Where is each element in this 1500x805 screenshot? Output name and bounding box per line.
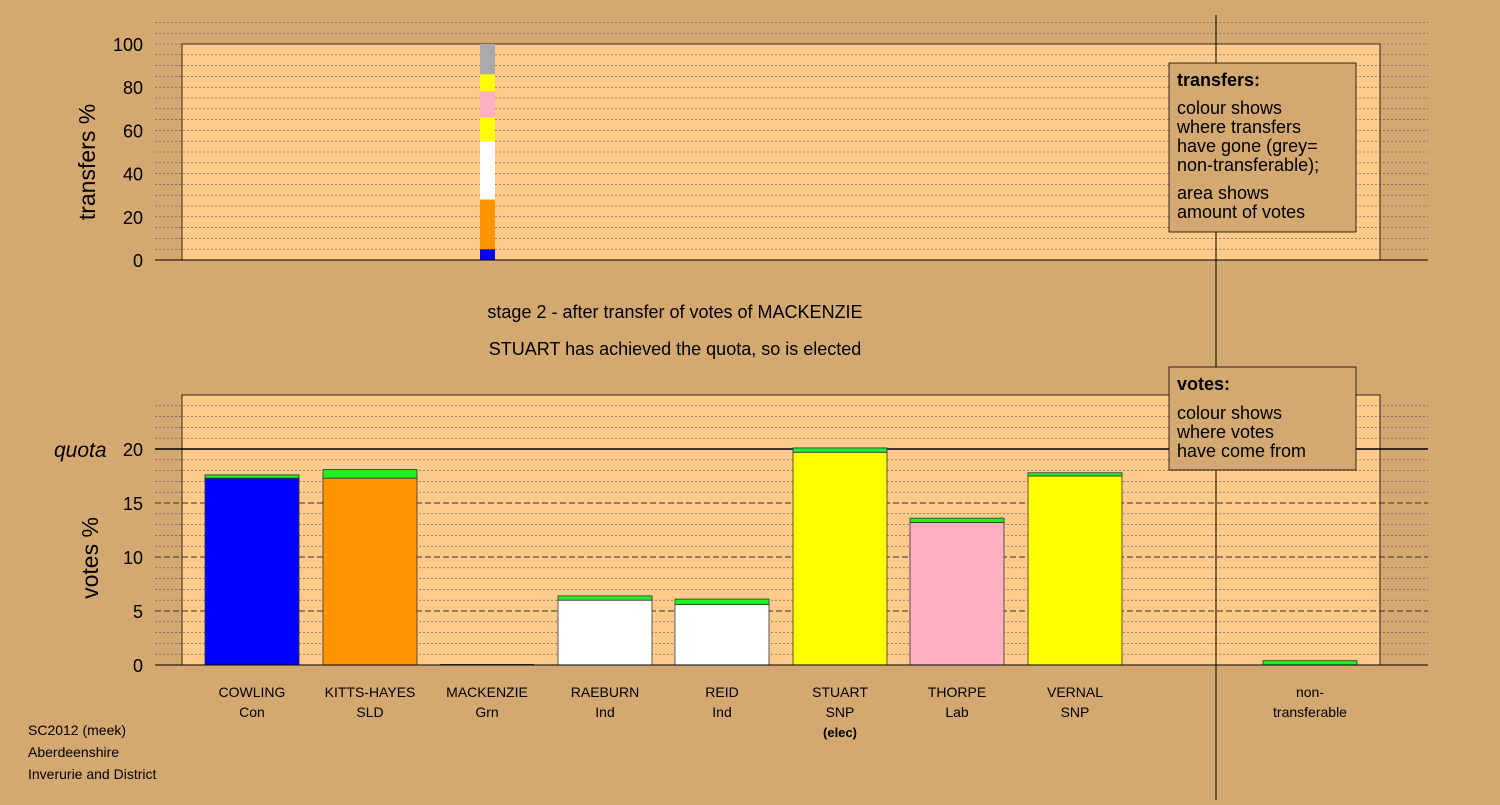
y-tick-label: 20	[123, 208, 143, 228]
transfers-bar	[480, 44, 495, 260]
transfers-legend-line: amount of votes	[1177, 202, 1305, 222]
votes-y-ticks: 0 5 10 15 20	[123, 440, 143, 676]
votes-legend-line: where votes	[1176, 422, 1274, 442]
candidate-label: Ind	[595, 704, 614, 720]
bar-transferred-votes	[1262, 660, 1358, 666]
bar-original-votes	[674, 604, 770, 666]
bar-original-votes	[909, 522, 1005, 666]
votes-legend-title: votes:	[1177, 374, 1230, 394]
votes-legend-box	[1168, 366, 1357, 471]
bar-transferred-votes	[792, 447, 888, 453]
candidate-label: (elec)	[823, 725, 857, 740]
y-tick-label: 20	[123, 440, 143, 460]
transfer-segment	[480, 44, 495, 75]
transfers-legend-line: have gone (grey=	[1177, 136, 1318, 156]
candidate-label: non-	[1296, 684, 1324, 700]
candidate-label: THORPE	[928, 684, 986, 700]
votes-bars	[204, 447, 1358, 666]
bar-raeburn	[557, 595, 653, 666]
transfer-segment	[480, 91, 495, 118]
candidate-label: Grn	[475, 704, 498, 720]
bar-original-votes	[204, 477, 300, 666]
y-tick-label: 15	[123, 494, 143, 514]
transfers-legend-line: area shows	[1177, 183, 1269, 203]
candidate-label: transferable	[1273, 704, 1347, 720]
stage-title: stage 2 - after transfer of votes of MAC…	[487, 302, 862, 322]
bar-reid	[674, 598, 770, 666]
transfer-segment	[480, 199, 495, 250]
bar-transferred-votes	[557, 595, 653, 601]
y-tick-label: 100	[113, 35, 143, 55]
transfers-y-ticks: 0 20 40 60 80 100	[113, 35, 143, 271]
transfer-segment	[480, 74, 495, 92]
transfers-legend-line: where transfers	[1176, 117, 1301, 137]
candidate-label: STUART	[812, 684, 868, 700]
candidate-label: VERNAL	[1047, 684, 1103, 700]
y-tick-label: 0	[133, 251, 143, 271]
y-tick-label: 80	[123, 78, 143, 98]
transfers-legend-box	[1168, 62, 1357, 233]
transfers-legend: transfers: colour shows where transfers …	[1168, 62, 1357, 233]
votes-chart: 0 5 10 15 20 quota votes % COWLING Con KITTS-H…	[54, 394, 1428, 740]
candidate-label: COWLING	[219, 684, 286, 700]
candidate-label: RAEBURN	[571, 684, 639, 700]
y-tick-label: 60	[123, 121, 143, 141]
candidate-label: MACKENZIE	[446, 684, 528, 700]
bar-kitts-hayes	[322, 469, 418, 666]
transfer-segment	[480, 117, 495, 142]
footer-line: Aberdeenshire	[28, 744, 119, 760]
bar-transferred-votes	[909, 517, 1005, 523]
candidate-label: Con	[239, 704, 265, 720]
y-tick-label: 10	[123, 548, 143, 568]
candidate-label: SNP	[826, 704, 855, 720]
stage-subtitle: STUART has achieved the quota, so is ele…	[489, 339, 862, 359]
transfers-y-axis-label: transfers %	[74, 104, 100, 220]
bar-thorpe	[909, 517, 1005, 666]
bar-original-votes	[322, 477, 418, 666]
votes-legend-line: colour shows	[1177, 403, 1282, 423]
transfer-segment	[480, 141, 495, 200]
y-tick-label: 0	[133, 656, 143, 676]
transfers-legend-line: colour shows	[1177, 98, 1282, 118]
bar-original-votes	[557, 599, 653, 666]
footer-line: Inverurie and District	[28, 766, 156, 782]
y-tick-label: 40	[123, 165, 143, 185]
bar-non-transferable	[1262, 660, 1358, 666]
transfers-legend-title: transfers:	[1177, 70, 1260, 90]
votes-legend-line: have come from	[1177, 441, 1306, 461]
candidate-label: SLD	[356, 704, 383, 720]
bar-transferred-votes	[322, 469, 418, 479]
bar-original-votes	[1027, 475, 1123, 666]
candidate-label: KITTS-HAYES	[325, 684, 416, 700]
bar-stuart	[792, 447, 888, 666]
candidate-label: Ind	[712, 704, 731, 720]
bar-transferred-votes	[1027, 472, 1123, 477]
candidate-label: SNP	[1061, 704, 1090, 720]
candidate-label: REID	[705, 684, 738, 700]
bar-cowling	[204, 474, 300, 666]
quota-label: quota	[54, 439, 107, 462]
transfer-segment	[480, 249, 495, 260]
votes-y-axis-label: votes %	[77, 517, 103, 599]
candidate-labels: COWLING Con KITTS-HAYES SLD MACKENZIE Grn RAEB…	[219, 684, 1348, 740]
footer: SC2012 (meek) Aberdeenshire Inverurie an…	[28, 722, 156, 782]
bar-original-votes	[792, 451, 888, 666]
bar-transferred-votes	[674, 598, 770, 605]
votes-legend: votes: colour shows where votes have com…	[1168, 366, 1357, 471]
candidate-label: Lab	[945, 704, 969, 720]
y-tick-label: 5	[133, 602, 143, 622]
footer-line: SC2012 (meek)	[28, 722, 126, 738]
bar-transferred-votes	[204, 474, 300, 479]
transfers-legend-line: non-transferable);	[1177, 155, 1319, 175]
bar-vernal	[1027, 472, 1123, 666]
